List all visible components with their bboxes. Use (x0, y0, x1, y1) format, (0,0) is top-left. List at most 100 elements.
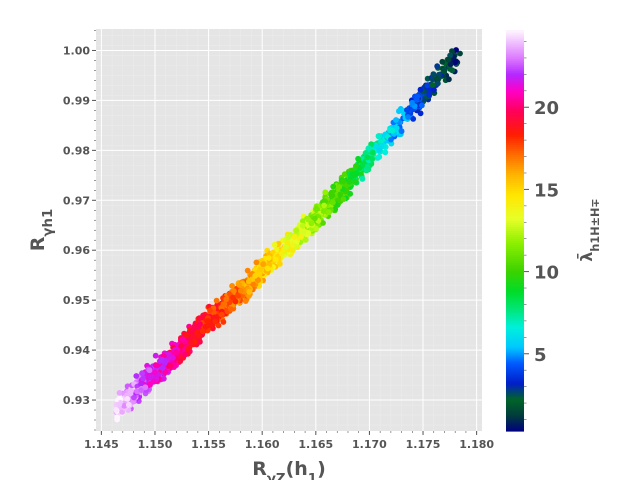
colorbar-segment (506, 274, 524, 278)
colorbar-segment (506, 52, 524, 55)
scatter-point (245, 278, 252, 285)
scatter-point (447, 61, 454, 68)
scatter-point (139, 370, 146, 377)
colorbar-segment (506, 154, 524, 157)
scatter-point (356, 157, 363, 164)
scatter-point (230, 294, 237, 301)
colorbar-segment (506, 196, 524, 200)
scatter-point (116, 401, 123, 408)
colorbar-segment (506, 164, 524, 167)
scatter-point (369, 156, 376, 162)
scatter-point (311, 215, 318, 222)
colorbar-segment (506, 186, 524, 189)
scatter-point (142, 384, 149, 391)
colorbar-segment (506, 150, 524, 153)
colorbar-segment (506, 112, 524, 115)
colorbar-segment (506, 38, 524, 41)
scatter-point (215, 322, 222, 329)
scatter-point (195, 332, 202, 339)
scatter-point (435, 80, 441, 87)
colorbar-segment (506, 184, 524, 187)
colorbar-segment (506, 429, 524, 432)
colorbar-segment (506, 372, 524, 376)
scatter-point (332, 206, 339, 213)
colorbar-segment (506, 140, 524, 143)
colorbar-segment (506, 292, 524, 296)
scatter-point (364, 154, 371, 161)
x-tick-label: 1.160 (245, 438, 280, 451)
colorbar-segment (506, 352, 524, 356)
scatter-point (178, 343, 185, 349)
scatter-point (364, 163, 371, 170)
colorbar-segment (506, 132, 524, 135)
scatter-point (154, 362, 160, 369)
colorbar-segment (506, 100, 524, 103)
colorbar-segment (506, 334, 524, 338)
colorbar-segment (506, 86, 524, 89)
colorbar-segment (506, 152, 524, 155)
scatter-point (184, 346, 191, 352)
colorbar-segment (506, 360, 524, 364)
colorbar-segment (506, 426, 524, 430)
colorbar-segment (506, 420, 524, 424)
colorbar-segment (506, 246, 524, 250)
colorbar-segment (506, 166, 524, 169)
colorbar-segment (506, 410, 524, 414)
scatter-point (417, 86, 424, 93)
colorbar-segment (506, 346, 524, 350)
colorbar-segment (506, 122, 524, 125)
colorbar-segment (506, 114, 524, 117)
scatter-point (300, 228, 307, 235)
scatter-point (236, 282, 243, 288)
colorbar-segment (506, 50, 524, 53)
scatter-point (449, 67, 456, 74)
colorbar-tick-label: 10 (534, 263, 559, 284)
scatter-point (159, 365, 166, 371)
colorbar-segment (506, 326, 524, 330)
colorbar-segment (506, 398, 524, 402)
colorbar-segment (506, 160, 524, 163)
colorbar-segment (506, 250, 524, 254)
scatter-point (329, 192, 336, 199)
colorbar-segment (506, 276, 524, 280)
colorbar-segment (506, 244, 524, 248)
scatter-point (252, 272, 259, 279)
scatter-point (299, 222, 306, 229)
scatter-point (147, 374, 154, 381)
colorbar-segment (506, 84, 524, 87)
scatter-point (365, 145, 372, 152)
scatter-point (151, 369, 158, 376)
colorbar-tick-label: 15 (534, 180, 559, 201)
colorbar-segment (506, 200, 524, 204)
colorbar-segment (506, 270, 524, 274)
colorbar-segment (506, 176, 524, 179)
scatter-point (229, 283, 236, 289)
scatter-point (426, 91, 432, 98)
colorbar-segment (506, 36, 524, 39)
scatter-point (208, 322, 215, 329)
scatter-point (200, 312, 207, 319)
y-tick-label: 0.99 (63, 94, 90, 107)
colorbar-segment (506, 356, 524, 360)
scatter-point (362, 150, 369, 156)
colorbar-segment (506, 268, 524, 272)
scatter-point (446, 76, 452, 83)
colorbar-segment (506, 406, 524, 410)
colorbar-segment (506, 198, 524, 202)
colorbar-segment (506, 248, 524, 252)
scatter-point (113, 407, 120, 413)
scatter-point (293, 227, 300, 234)
colorbar-segment (506, 378, 524, 382)
colorbar-segment (506, 362, 524, 366)
colorbar-segment (506, 118, 524, 121)
colorbar-segment (506, 316, 524, 320)
colorbar-segment (506, 220, 524, 224)
colorbar-segment (506, 90, 524, 93)
scatter-point (441, 68, 447, 75)
scatter-point (353, 163, 359, 170)
colorbar-segment (506, 224, 524, 228)
scatter-point (308, 220, 315, 227)
colorbar-tick-label: 5 (534, 345, 547, 366)
colorbar-segment (506, 354, 524, 358)
